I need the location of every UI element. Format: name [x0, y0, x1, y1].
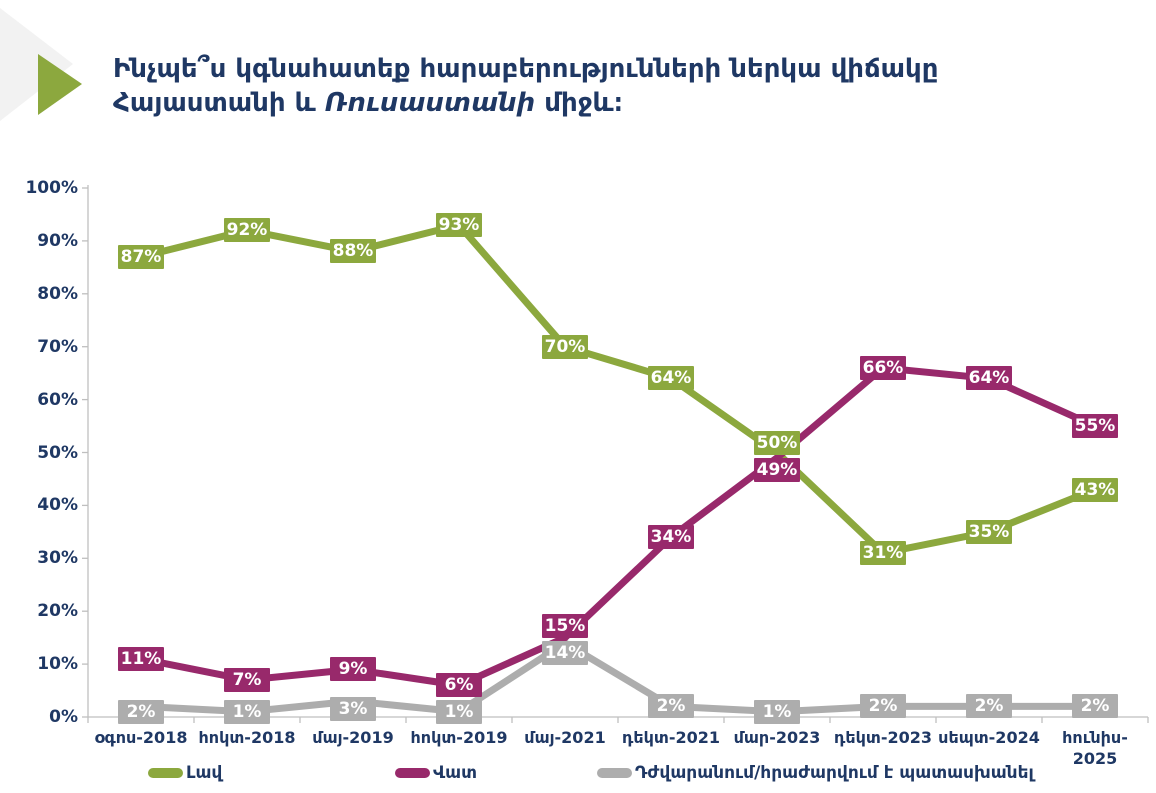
series-line-refuse-difficult	[137, 639, 1099, 716]
data-label-bad: 64%	[966, 366, 1012, 391]
x-axis-label: դեկտ-2023	[834, 728, 932, 747]
data-label-bad: 7%	[224, 667, 270, 692]
legend-label-bad: Վատ	[433, 763, 477, 783]
y-axis-label: 0%	[49, 707, 78, 727]
data-label-good: 87%	[118, 244, 164, 269]
legend-label-refuse-difficult: Դժվարանում/հրաժարվում է պատասխանել	[635, 763, 1034, 783]
legend-marker-refuse-difficult	[597, 768, 632, 778]
y-axis-label: 100%	[25, 178, 78, 198]
legend-marker-bad	[395, 768, 430, 778]
x-axis-label: սեպտ-2024	[938, 728, 1040, 747]
data-label-good: 50%	[754, 430, 800, 455]
y-axis-label: 20%	[37, 601, 78, 622]
y-axis-label: 70%	[37, 336, 78, 357]
data-label-refuse-difficult: 1%	[754, 699, 800, 724]
series-line-bad	[137, 364, 1099, 689]
data-label-good: 93%	[436, 213, 482, 238]
data-label-good: 64%	[648, 366, 694, 391]
legend-item-bad: Վատ	[395, 763, 477, 783]
x-axis-label: օգոս-2018	[94, 728, 188, 747]
data-label-refuse-difficult: 2%	[966, 694, 1012, 719]
x-axis-label: մայ-2021	[524, 728, 606, 747]
x-axis-label: հունիս- 2025	[1062, 728, 1128, 768]
x-axis-label: մար-2023	[733, 728, 821, 747]
y-axis-label: 50%	[37, 442, 78, 463]
data-label-good: 31%	[860, 541, 906, 565]
y-axis-label: 80%	[37, 283, 78, 304]
data-label-bad: 34%	[648, 525, 694, 550]
series-line-good	[137, 221, 1099, 557]
legend-marker-good	[148, 768, 183, 778]
data-label-good: 35%	[966, 519, 1012, 544]
y-axis-label: 40%	[37, 495, 78, 516]
data-label-good: 92%	[224, 218, 270, 243]
data-label-refuse-difficult: 2%	[1072, 694, 1118, 719]
title-line-2-start: Հայաստանի և	[113, 88, 325, 118]
data-label-bad: 6%	[436, 673, 482, 698]
data-label-refuse-difficult: 2%	[118, 700, 164, 725]
data-label-refuse-difficult: 2%	[860, 694, 906, 719]
data-label-good: 88%	[330, 239, 376, 264]
legend-item-good: Լավ	[148, 763, 222, 783]
y-axis-label: 90%	[37, 230, 78, 251]
legend-label-good: Լավ	[186, 763, 223, 783]
data-label-good: 70%	[542, 334, 588, 359]
y-axis-label: 10%	[37, 654, 78, 675]
data-label-bad: 49%	[754, 457, 800, 482]
data-label-refuse-difficult: 2%	[648, 694, 694, 719]
data-label-refuse-difficult: 1%	[436, 699, 482, 724]
x-axis-label: մայ-2019	[312, 728, 394, 747]
data-label-good: 43%	[1072, 477, 1118, 502]
x-axis-label: դեկտ-2021	[622, 728, 720, 747]
page-title: Ինչպե՞ս կգնահատեք հարաբերությունների ներ…	[113, 52, 1113, 120]
x-axis-label: հոկտ-2019	[410, 728, 508, 747]
data-label-refuse-difficult: 1%	[224, 699, 270, 724]
y-axis-label: 60%	[37, 389, 78, 410]
axis-lines	[87, 185, 1148, 718]
title-line-1: Ինչպե՞ս կգնահատեք հարաբերությունների ներ…	[113, 54, 939, 84]
x-axis-label: հոկտ-2018	[198, 728, 296, 747]
y-axis-label: 30%	[37, 548, 78, 569]
data-label-bad: 9%	[330, 657, 376, 682]
title-line-2: Հայաստանի և Ռուսաստանի միջև։	[113, 86, 1113, 120]
data-label-refuse-difficult: 3%	[330, 697, 376, 722]
legend-item-refuse-difficult: Դժվարանում/հրաժարվում է պատասխանել	[597, 763, 1034, 783]
data-label-bad: 66%	[860, 355, 906, 380]
data-label-bad: 15%	[542, 613, 588, 638]
data-label-bad: 55%	[1072, 414, 1118, 439]
data-label-bad: 11%	[118, 646, 164, 671]
data-label-refuse-difficult: 14%	[542, 640, 588, 665]
title-line-2-italic: Ռուսաստանի	[324, 88, 536, 118]
title-line-2-end: միջև։	[535, 88, 624, 118]
